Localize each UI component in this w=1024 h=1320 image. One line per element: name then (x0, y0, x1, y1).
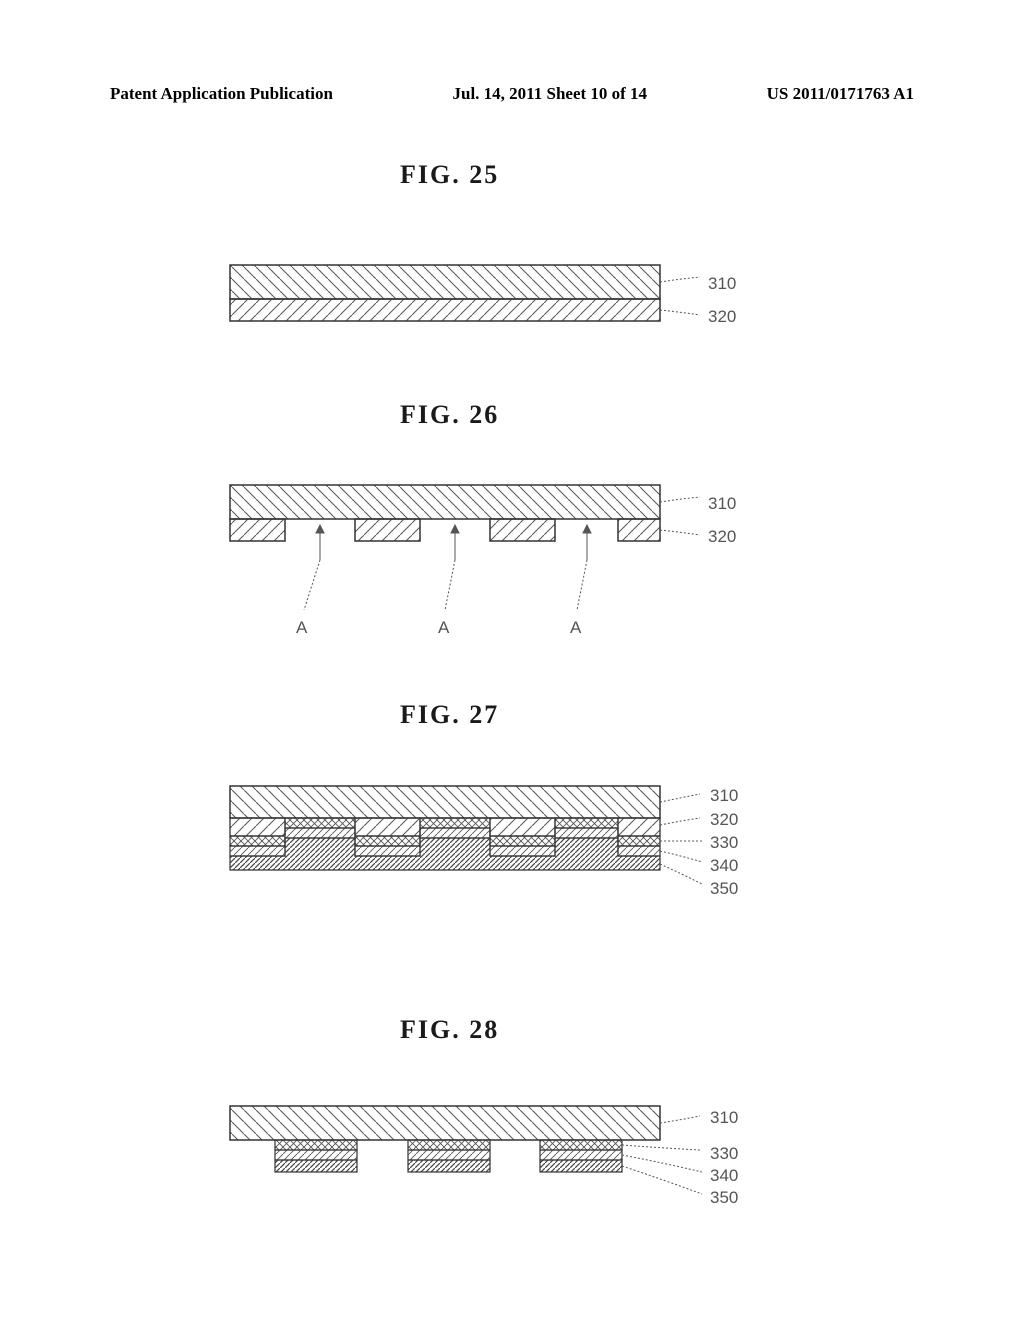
fig26-gap-a-2: A (438, 618, 449, 638)
fig27-label: FIG. 27 (400, 700, 499, 730)
fig27-callout-340: 340 (710, 856, 738, 876)
fig28-callout-310: 310 (710, 1108, 738, 1128)
fig26-callout-320: 320 (708, 527, 736, 547)
fig26-gap-a-1: A (296, 618, 307, 638)
fig27-callout-350: 350 (710, 879, 738, 899)
fig28-label: FIG. 28 (400, 1015, 499, 1045)
fig27-callout-330: 330 (710, 833, 738, 853)
header-right: US 2011/0171763 A1 (767, 84, 914, 104)
fig25-callout-310: 310 (708, 274, 736, 294)
fig25-diagram (220, 255, 780, 340)
page: Patent Application Publication Jul. 14, … (0, 0, 1024, 1320)
fig25-label: FIG. 25 (400, 160, 499, 190)
fig26-gap-a-3: A (570, 618, 581, 638)
fig25-callout-320: 320 (708, 307, 736, 327)
fig26-callout-310: 310 (708, 494, 736, 514)
fig26-label: FIG. 26 (400, 400, 499, 430)
header-center: Jul. 14, 2011 Sheet 10 of 14 (453, 84, 648, 104)
fig27-callout-310: 310 (710, 786, 738, 806)
fig28-callout-350: 350 (710, 1188, 738, 1208)
fig27-callout-320: 320 (710, 810, 738, 830)
page-header: Patent Application Publication Jul. 14, … (110, 84, 914, 104)
fig27-diagram (220, 778, 780, 933)
header-left: Patent Application Publication (110, 84, 333, 104)
fig28-callout-340: 340 (710, 1166, 738, 1186)
fig28-diagram (220, 1098, 780, 1243)
fig28-callout-330: 330 (710, 1144, 738, 1164)
